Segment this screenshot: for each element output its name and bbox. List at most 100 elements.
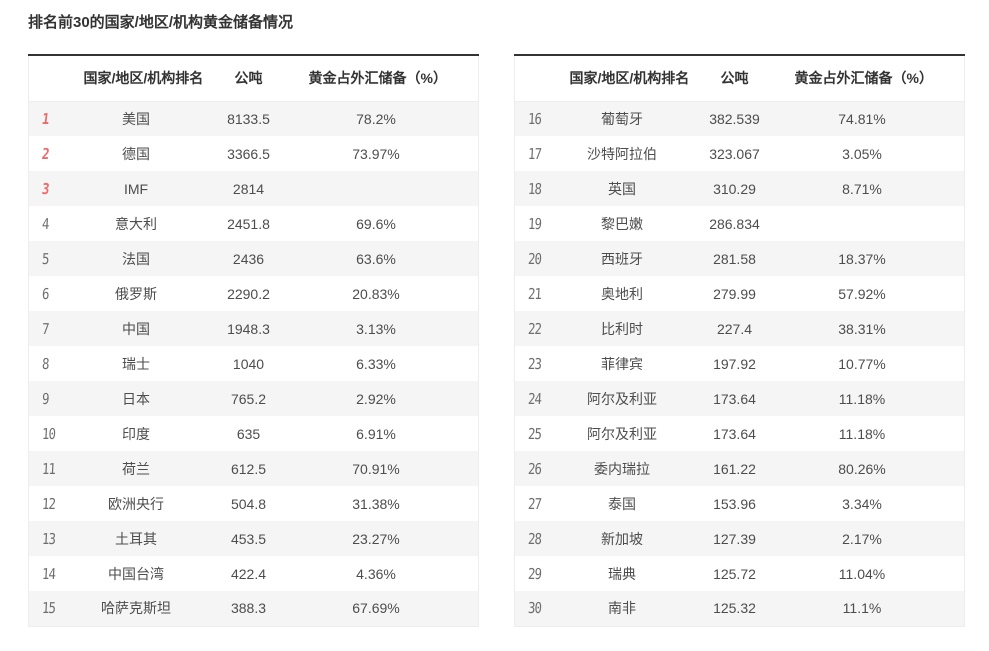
rank-number: 11 bbox=[41, 459, 56, 478]
country-cell: 西班牙 bbox=[601, 250, 643, 267]
table-row: 6 俄罗斯 2290.2 20.83% bbox=[29, 276, 479, 311]
spacer-cell bbox=[444, 276, 479, 311]
table-row: 1 美国 8133.5 78.2% bbox=[28, 101, 479, 136]
rank-cell: 11 bbox=[29, 451, 84, 486]
rank-number: 29 bbox=[527, 564, 542, 583]
tons-cell: 161.22 bbox=[713, 460, 756, 477]
country-cell: 法国 bbox=[122, 250, 150, 267]
rank-cell: 18 bbox=[515, 171, 570, 206]
table-row: 2 德国 3366.5 73.97% bbox=[29, 136, 479, 171]
rank-cell: 10 bbox=[29, 416, 84, 451]
tons-cell: 125.32 bbox=[713, 600, 756, 617]
table-row: 9 日本 765.2 2.92% bbox=[28, 381, 479, 416]
rank-cell: 6 bbox=[29, 276, 84, 311]
rank-cell: 25 bbox=[515, 416, 570, 451]
rank-cell: 22 bbox=[515, 311, 570, 346]
table-row: 23 菲律宾 197.92 10.77% bbox=[515, 346, 965, 381]
country-cell: 黎巴嫩 bbox=[601, 215, 643, 232]
tons-cell: 612.5 bbox=[230, 460, 267, 477]
country-cell: 委内瑞拉 bbox=[594, 460, 650, 477]
rank-cell: 2 bbox=[29, 136, 84, 171]
country-cell: 菲律宾 bbox=[601, 355, 643, 372]
rank-number: 21 bbox=[527, 284, 542, 303]
rank-number: 5 bbox=[41, 249, 50, 268]
pct-cell: 73.97% bbox=[352, 145, 400, 162]
gold-reserves-table-right: 国家/地区/机构排名 公吨 黄金占外汇储备（%） 16 葡萄牙 382.539 … bbox=[514, 54, 965, 627]
table-row: 27 泰国 153.96 3.34% bbox=[515, 486, 965, 521]
tons-cell: 279.99 bbox=[713, 285, 756, 302]
spacer-cell bbox=[444, 171, 479, 206]
content: 排名前30的国家/地区/机构黄金储备情况 国家/地区/机构排名 公吨 黄金占外汇… bbox=[28, 14, 965, 627]
spacer-cell bbox=[444, 416, 479, 451]
pct-cell: 8.71% bbox=[842, 180, 882, 197]
spacer-cell bbox=[444, 241, 479, 276]
country-cell: 奥地利 bbox=[601, 285, 643, 302]
tons-cell: 3366.5 bbox=[227, 145, 270, 162]
spacer-cell bbox=[444, 521, 479, 556]
country-cell: 中国台湾 bbox=[108, 565, 164, 582]
pct-cell: 4.36% bbox=[356, 565, 396, 582]
pct-cell: 10.77% bbox=[838, 355, 886, 372]
rank-number: 2 bbox=[40, 144, 50, 163]
table-row: 7 中国 1948.3 3.13% bbox=[28, 311, 479, 346]
spacer-cell bbox=[930, 451, 965, 486]
pct-cell: 63.6% bbox=[356, 250, 396, 267]
tons-cell: 388.3 bbox=[230, 600, 267, 617]
pct-cell: 3.05% bbox=[842, 145, 882, 162]
header-row: 国家/地区/机构排名 公吨 黄金占外汇储备（%） bbox=[514, 55, 965, 102]
tons-cell: 1040 bbox=[232, 355, 265, 372]
spacer-cell bbox=[444, 556, 479, 591]
pct-cell: 3.13% bbox=[356, 320, 396, 337]
rank-number: 25 bbox=[527, 424, 542, 443]
pct-cell: 11.18% bbox=[838, 390, 886, 407]
table-row: 4 意大利 2451.8 69.6% bbox=[29, 206, 479, 241]
tons-cell: 8133.5 bbox=[227, 110, 270, 127]
pct-cell: 70.91% bbox=[352, 460, 400, 477]
country-cell: 荷兰 bbox=[122, 460, 150, 477]
rank-cell: 8 bbox=[29, 346, 84, 381]
country-cell: 瑞士 bbox=[122, 355, 150, 372]
tons-cell: 286.834 bbox=[709, 215, 760, 232]
rank-cell: 9 bbox=[29, 381, 84, 416]
rank-number: 22 bbox=[527, 319, 542, 338]
tons-cell: 2814 bbox=[232, 180, 265, 197]
country-cell: 比利时 bbox=[601, 320, 643, 337]
tons-cell: 382.539 bbox=[709, 110, 760, 127]
rank-cell: 5 bbox=[29, 241, 84, 276]
rank-number: 12 bbox=[41, 494, 56, 513]
country-cell: 德国 bbox=[122, 145, 150, 162]
tons-cell: 173.64 bbox=[713, 425, 756, 442]
tons-cell: 125.72 bbox=[713, 565, 756, 582]
spacer-cell bbox=[930, 556, 965, 591]
table-row: 16 葡萄牙 382.539 74.81% bbox=[514, 101, 965, 136]
table-row: 21 奥地利 279.99 57.92% bbox=[515, 276, 965, 311]
spacer-cell bbox=[444, 346, 479, 381]
pct-cell: 11.04% bbox=[838, 565, 886, 582]
country-cell: 英国 bbox=[608, 180, 636, 197]
rank-cell: 21 bbox=[515, 276, 570, 311]
rank-cell: 4 bbox=[29, 206, 84, 241]
pct-cell: 57.92% bbox=[838, 285, 886, 302]
country-cell: 意大利 bbox=[115, 215, 157, 232]
pct-cell: 2.17% bbox=[842, 530, 882, 547]
rank-number: 17 bbox=[527, 144, 542, 163]
country-cell: 泰国 bbox=[608, 495, 636, 512]
spacer-cell bbox=[930, 346, 965, 381]
rank-number: 6 bbox=[41, 284, 50, 303]
tons-cell: 1948.3 bbox=[227, 320, 270, 337]
pct-cell: 18.37% bbox=[838, 250, 886, 267]
pct-cell bbox=[795, 206, 930, 241]
spacer-cell bbox=[444, 101, 479, 136]
spacer-cell bbox=[930, 206, 965, 241]
table-row: 17 沙特阿拉伯 323.067 3.05% bbox=[515, 136, 965, 171]
country-cell: 中国 bbox=[122, 320, 150, 337]
rank-number: 30 bbox=[527, 599, 542, 618]
rank-number: 10 bbox=[41, 424, 56, 443]
rank-number: 4 bbox=[41, 214, 50, 233]
rank-number: 26 bbox=[527, 459, 542, 478]
rank-cell: 20 bbox=[515, 241, 570, 276]
rank-number: 8 bbox=[41, 354, 50, 373]
table-row: 11 荷兰 612.5 70.91% bbox=[28, 451, 479, 486]
rank-cell: 1 bbox=[29, 101, 84, 136]
table-row: 24 阿尔及利亚 173.64 11.18% bbox=[514, 381, 965, 416]
